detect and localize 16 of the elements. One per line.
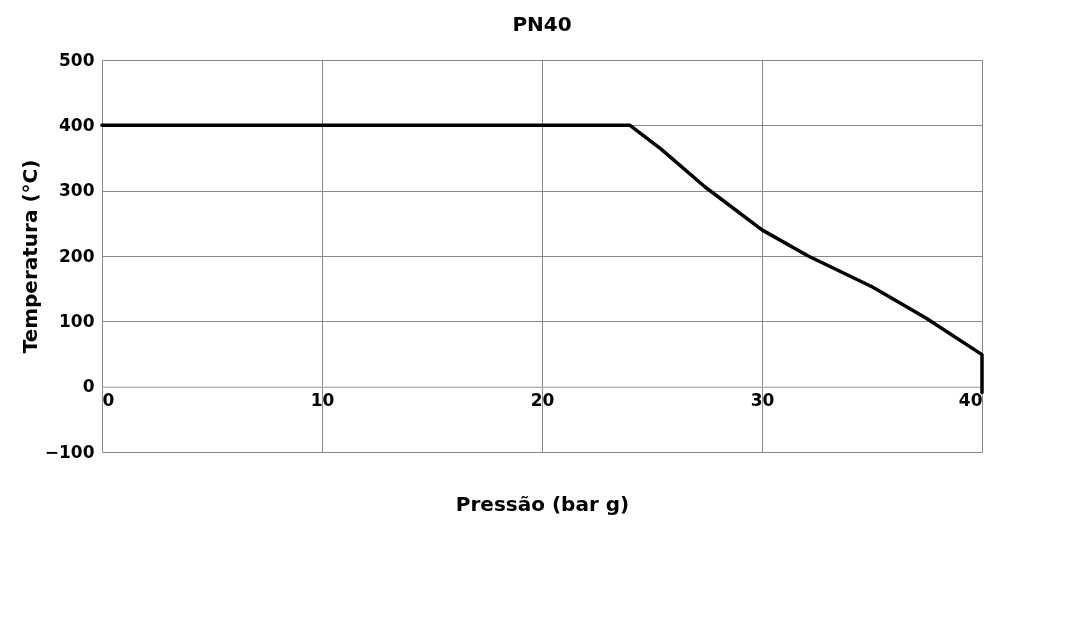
y-tick-label: 200: [59, 245, 95, 266]
y-tick-label: 400: [59, 114, 95, 135]
y-tick-label: 500: [59, 49, 95, 70]
y-tick-label: 300: [59, 180, 95, 201]
y-tick-label: −100: [44, 441, 95, 462]
chart-title: PN40: [512, 12, 572, 36]
x-axis-title: Pressão (bar g): [455, 491, 630, 516]
y-axis-title: Temperatura (°C): [17, 159, 42, 354]
x-tick-label: 40: [958, 390, 983, 411]
x-tick-label: 20: [530, 390, 555, 411]
x-tick-label: 10: [310, 390, 335, 411]
x-tick-label: 0: [102, 390, 115, 411]
line-series: [100, 123, 984, 395]
y-tick-label: 0: [82, 376, 95, 397]
y-tick-label: 100: [59, 310, 95, 331]
x-tick-label: 30: [750, 390, 775, 411]
